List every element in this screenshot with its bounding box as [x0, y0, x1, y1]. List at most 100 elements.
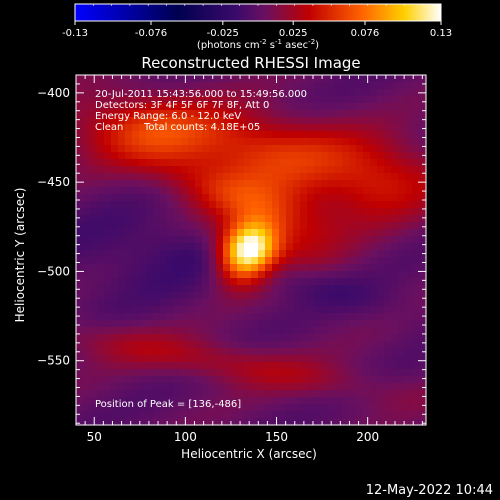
- heatmap-cell: [328, 397, 336, 405]
- heatmap-cell: [307, 327, 315, 335]
- heatmap-cell: [405, 341, 413, 349]
- heatmap-cell: [97, 166, 105, 174]
- heatmap-cell: [286, 103, 294, 111]
- heatmap-cell: [307, 285, 315, 293]
- heatmap-cell: [160, 250, 168, 258]
- heatmap-cell: [335, 264, 343, 272]
- heatmap-cell: [321, 187, 329, 195]
- heatmap-cell: [405, 418, 413, 425]
- heatmap-cell: [209, 96, 217, 104]
- heatmap-cell: [223, 292, 231, 300]
- heatmap-cell: [356, 383, 364, 391]
- heatmap-cell: [160, 124, 168, 132]
- heatmap-cell: [405, 292, 413, 300]
- heatmap-cell: [349, 341, 357, 349]
- heatmap-cell: [174, 208, 182, 216]
- heatmap-cell: [412, 278, 420, 286]
- heatmap-cell: [174, 222, 182, 230]
- heatmap-cell: [258, 236, 266, 244]
- heatmap-cell: [335, 89, 343, 97]
- heatmap-cell: [223, 208, 231, 216]
- heatmap-cell: [321, 124, 329, 132]
- heatmap-cell: [391, 257, 399, 265]
- heatmap-cell: [342, 285, 350, 293]
- heatmap-cell: [195, 390, 203, 398]
- heatmap-cell: [370, 313, 378, 321]
- heatmap-cell: [328, 173, 336, 181]
- heatmap-cell: [307, 320, 315, 328]
- colorbar-tick-label: -0.076: [135, 28, 167, 39]
- heatmap-cell: [202, 173, 210, 181]
- heatmap-cell: [405, 208, 413, 216]
- heatmap-cell: [216, 264, 224, 272]
- heatmap-cell: [244, 362, 252, 370]
- heatmap-cell: [258, 117, 266, 125]
- heatmap-cell: [76, 334, 84, 342]
- heatmap-cell: [258, 257, 266, 265]
- annotation-clean: Clean: [95, 122, 123, 133]
- heatmap-cell: [104, 138, 112, 146]
- heatmap-cell: [349, 124, 357, 132]
- heatmap-cell: [237, 418, 245, 425]
- heatmap-cell: [237, 243, 245, 251]
- heatmap-cell: [272, 376, 280, 384]
- heatmap-cell: [363, 152, 371, 160]
- heatmap-cell: [153, 82, 161, 90]
- heatmap-cell: [314, 215, 322, 223]
- heatmap-cell: [293, 117, 301, 125]
- heatmap-cell: [335, 327, 343, 335]
- heatmap-cell: [307, 243, 315, 251]
- heatmap-cell: [412, 362, 420, 370]
- heatmap-cell: [258, 306, 266, 314]
- heatmap-cell: [419, 201, 426, 209]
- heatmap-cell: [314, 180, 322, 188]
- heatmap-cell: [363, 334, 371, 342]
- heatmap-cell: [118, 82, 126, 90]
- heatmap-cell: [349, 166, 357, 174]
- heatmap-cell: [244, 278, 252, 286]
- heatmap-cell: [279, 313, 287, 321]
- heatmap-cell: [174, 173, 182, 181]
- heatmap-cell: [216, 236, 224, 244]
- heatmap-cell: [202, 355, 210, 363]
- heatmap-cell: [125, 348, 133, 356]
- heatmap-cell: [237, 103, 245, 111]
- heatmap-cell: [209, 159, 217, 167]
- heatmap-cell: [286, 397, 294, 405]
- heatmap-cell: [328, 411, 336, 419]
- heatmap-cell: [286, 82, 294, 90]
- heatmap-cell: [83, 320, 91, 328]
- heatmap-cell: [391, 397, 399, 405]
- heatmap-cell: [216, 152, 224, 160]
- heatmap-cell: [384, 75, 392, 83]
- heatmap-cell: [356, 397, 364, 405]
- heatmap-cell: [398, 418, 406, 425]
- heatmap-cell: [83, 341, 91, 349]
- heatmap-cell: [104, 152, 112, 160]
- heatmap-cell: [398, 173, 406, 181]
- heatmap-cell: [230, 292, 238, 300]
- heatmap-cell: [405, 103, 413, 111]
- heatmap-cell: [300, 404, 308, 412]
- heatmap-cell: [188, 103, 196, 111]
- heatmap-cell: [398, 208, 406, 216]
- heatmap-cell: [321, 159, 329, 167]
- heatmap-cell: [321, 103, 329, 111]
- heatmap-cell: [76, 341, 84, 349]
- heatmap-cell: [314, 404, 322, 412]
- heatmap-cell: [244, 75, 252, 83]
- heatmap-cell: [265, 404, 273, 412]
- heatmap-cell: [146, 243, 154, 251]
- heatmap-cell: [405, 194, 413, 202]
- heatmap-cell: [125, 292, 133, 300]
- heatmap-cell: [139, 313, 147, 321]
- heatmap-cell: [83, 152, 91, 160]
- heatmap-cell: [251, 145, 259, 153]
- heatmap-cell: [111, 229, 119, 237]
- heatmap-cell: [76, 215, 84, 223]
- heatmap-cell: [286, 411, 294, 419]
- heatmap-cell: [83, 355, 91, 363]
- heatmap-cell: [223, 131, 231, 139]
- heatmap-cell: [405, 131, 413, 139]
- heatmap-cell: [111, 166, 119, 174]
